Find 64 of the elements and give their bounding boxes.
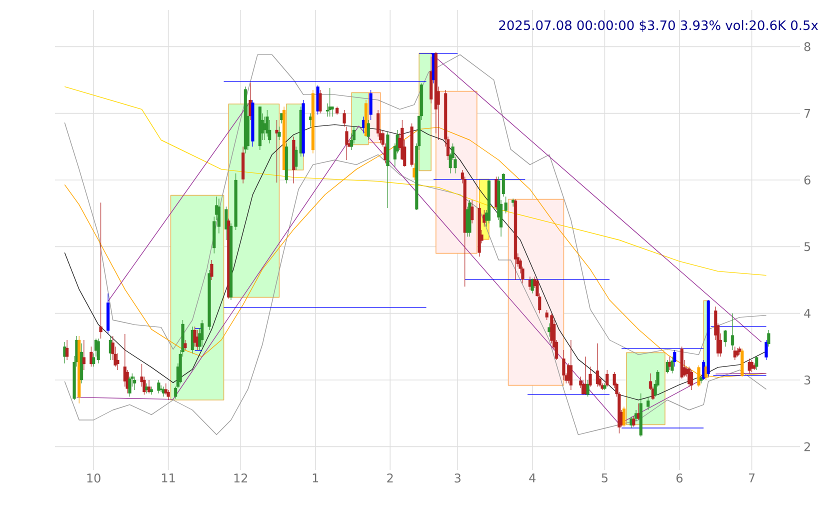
candlestick	[330, 106, 334, 117]
candlestick	[470, 200, 474, 224]
candlestick	[318, 90, 322, 114]
candlestick	[275, 120, 278, 183]
candlestick	[328, 88, 332, 117]
candlestick	[248, 82, 252, 120]
y-tick-label: 5	[804, 242, 810, 252]
candlestick	[588, 366, 592, 387]
candlestick	[210, 260, 214, 280]
text: 2025.07.08 00:00:00 $3.70 3.93% vol:20.6K 0.5x	[499, 20, 818, 32]
line-series	[64, 86, 767, 276]
x-tick-label: 12	[234, 474, 248, 482]
x-tick-label: 4	[529, 474, 536, 482]
x-tick-label: 7	[748, 474, 755, 482]
candlestick	[193, 326, 196, 347]
candlestick	[724, 330, 727, 347]
candlestick	[596, 343, 600, 387]
y-tick-label: 8	[804, 42, 810, 52]
x-tick-label: 1	[312, 474, 318, 482]
y-tick-label: 6	[804, 175, 810, 185]
x-tick-label: 6	[676, 474, 683, 483]
candlestick	[366, 120, 370, 140]
candlestick	[668, 356, 672, 370]
candlestick	[562, 350, 566, 380]
candlestick	[145, 383, 148, 394]
candlestick	[184, 340, 187, 350]
line-series	[64, 154, 767, 436]
candlestick	[66, 340, 69, 360]
y-tick-label: 2	[804, 442, 810, 452]
candlestick	[224, 206, 228, 240]
y-tick-label: 4	[804, 308, 810, 318]
x-tick-label: 3	[454, 474, 460, 483]
candlestick	[755, 356, 758, 370]
x-tick-label: 2	[387, 474, 393, 482]
candlestick	[748, 358, 751, 374]
candlestick	[278, 126, 281, 140]
y-tick-label: 3	[804, 375, 810, 385]
candlestick	[767, 330, 770, 347]
candlestick	[116, 353, 120, 370]
candlestick	[342, 110, 346, 127]
y-tick-label: 7	[804, 108, 810, 118]
candlestick	[548, 323, 551, 337]
candlestick	[764, 340, 768, 360]
candlestick	[632, 416, 636, 427]
candlestick	[99, 202, 102, 339]
candlestick	[369, 90, 372, 120]
candlestick	[646, 396, 650, 410]
candlestick	[730, 313, 734, 350]
candlestick	[690, 370, 694, 390]
x-tick-label: 11	[162, 474, 175, 482]
candlestick	[90, 346, 93, 367]
candlestick	[530, 278, 534, 294]
candlestick	[82, 340, 86, 370]
candlestick	[586, 380, 590, 397]
candlestick	[150, 386, 153, 395]
candlestick	[733, 346, 736, 360]
candlestick	[200, 320, 204, 347]
x-tick-label: 5	[602, 474, 608, 482]
x-tick-label: 10	[87, 474, 100, 483]
candlestick	[606, 370, 609, 387]
candlestick	[108, 336, 112, 360]
candlestick	[569, 340, 573, 390]
candlestick	[190, 326, 194, 354]
line-series	[64, 54, 767, 356]
